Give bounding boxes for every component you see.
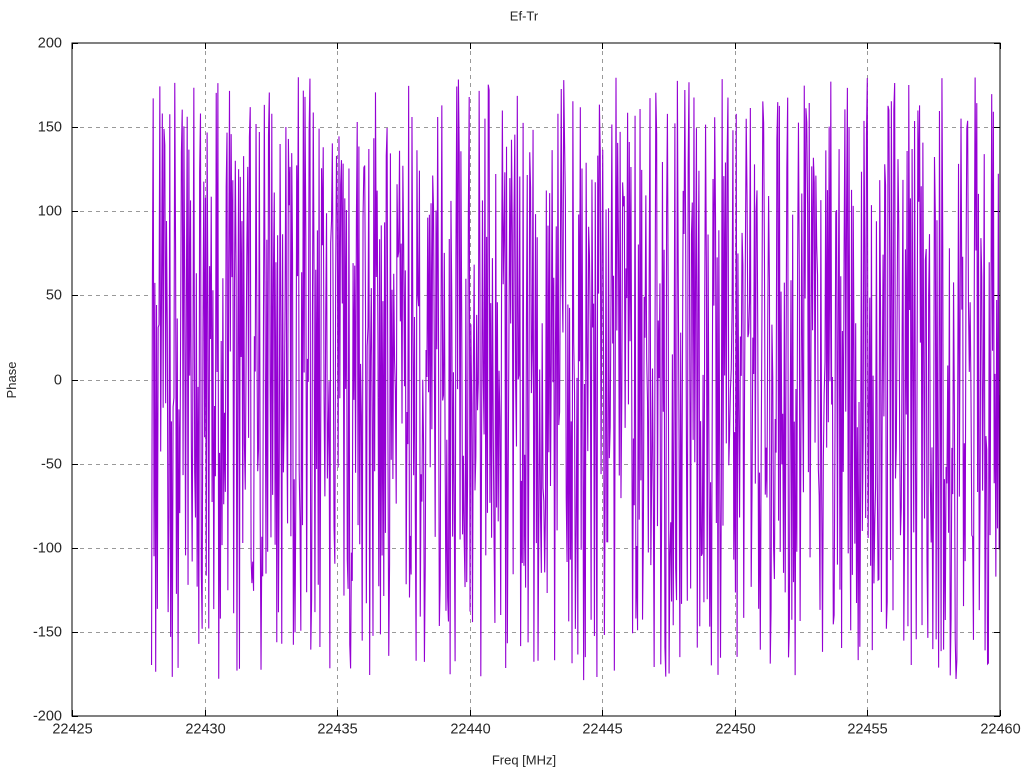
x-tick-label: 22435 (317, 722, 357, 738)
y-axis-title: Phase (4, 362, 19, 399)
x-axis-tick-labels: 22425 22430 22435 22440 22445 22450 22455 22460 (52, 722, 1020, 738)
x-axis-title: Freq [MHz] (492, 753, 556, 768)
y-tick-label: 50 (46, 287, 62, 303)
plot-frame (71, 42, 1001, 717)
x-tick-label: 22445 (582, 722, 622, 738)
y-axis-tick-labels: -200 -150 -100 -50 0 50 100 150 200 (33, 35, 62, 724)
y-tick-label: -200 (33, 708, 62, 724)
y-tick-label: 200 (38, 35, 62, 51)
y-tick-label: 0 (54, 372, 62, 388)
x-tick-label: 22450 (715, 722, 755, 738)
x-tick-label: 22430 (185, 722, 225, 738)
data-series-0 (150, 77, 1000, 681)
y-tick-label: 150 (38, 119, 62, 135)
x-tick-label: 22425 (52, 722, 92, 738)
y-tick-label: 100 (38, 203, 62, 219)
x-tick-label: 22460 (980, 722, 1020, 738)
x-tick-label: 22455 (847, 722, 887, 738)
page-title: Ef-Tr (510, 8, 539, 23)
y-tick-label: -50 (41, 456, 62, 472)
data-series-group (150, 77, 1000, 681)
x-tick-label: 22440 (450, 722, 490, 738)
y-tick-label: -100 (33, 540, 62, 556)
y-tick-label: -150 (33, 624, 62, 640)
